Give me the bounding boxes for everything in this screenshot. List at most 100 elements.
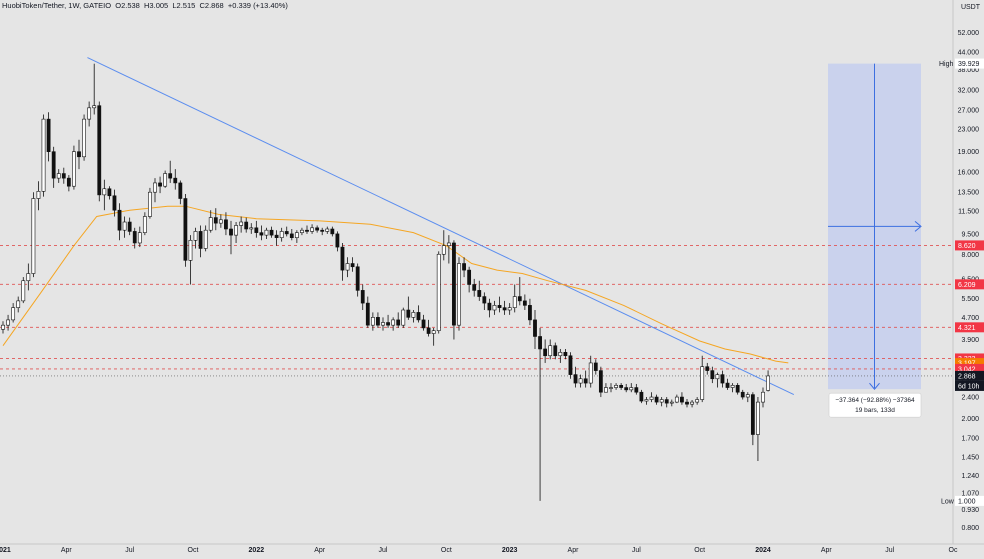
candle bbox=[462, 257, 466, 278]
candle-body bbox=[188, 239, 193, 261]
candle-body bbox=[517, 296, 522, 302]
x-tick-label: Jul bbox=[632, 547, 641, 554]
candle bbox=[132, 227, 137, 249]
candle bbox=[553, 342, 558, 360]
candle-body bbox=[178, 182, 183, 199]
high-label: High bbox=[939, 61, 954, 68]
candle bbox=[512, 284, 517, 313]
candle-body bbox=[700, 366, 705, 400]
candle bbox=[720, 370, 725, 388]
y-tick-label: 2.000 bbox=[961, 416, 979, 423]
candle bbox=[593, 359, 598, 375]
candle-body bbox=[203, 229, 208, 249]
candle bbox=[517, 277, 522, 306]
candle-body bbox=[740, 391, 745, 398]
candle-body bbox=[457, 263, 461, 326]
candle bbox=[360, 284, 365, 311]
candle-body bbox=[396, 319, 401, 326]
candle-body bbox=[411, 312, 416, 318]
candle-body bbox=[588, 362, 593, 384]
candle bbox=[97, 101, 102, 202]
candle-body bbox=[300, 229, 304, 233]
candle bbox=[92, 63, 97, 115]
x-tick-label: Oc bbox=[949, 547, 958, 554]
candle bbox=[634, 383, 639, 395]
candle-body bbox=[436, 253, 441, 331]
candle-body bbox=[158, 182, 162, 187]
candle bbox=[112, 189, 117, 217]
candle bbox=[163, 170, 168, 188]
candle-body bbox=[685, 401, 689, 405]
candle-body bbox=[31, 198, 36, 274]
candle-body bbox=[163, 173, 168, 187]
candle bbox=[66, 175, 71, 192]
price-label-bg bbox=[955, 240, 984, 251]
x-tick-label: Apr bbox=[821, 547, 833, 554]
candle bbox=[183, 193, 188, 267]
candle bbox=[102, 179, 107, 211]
candle-body bbox=[376, 317, 380, 326]
candle bbox=[406, 296, 411, 320]
candle-body bbox=[330, 228, 335, 235]
candle-body bbox=[117, 209, 122, 231]
candle-body bbox=[16, 300, 21, 308]
candle bbox=[654, 394, 659, 405]
candle-body bbox=[583, 378, 588, 384]
x-tick-label: Apr bbox=[568, 547, 580, 554]
candle-body bbox=[533, 319, 537, 337]
candle-body bbox=[97, 105, 102, 196]
candle bbox=[153, 178, 157, 203]
candle-body bbox=[441, 245, 446, 255]
candle bbox=[26, 263, 31, 291]
candle bbox=[345, 257, 350, 278]
candle bbox=[315, 225, 320, 233]
candle bbox=[355, 263, 360, 297]
candle-body bbox=[568, 355, 573, 375]
candle bbox=[254, 220, 259, 238]
x-tick-label: 2022 bbox=[249, 547, 265, 554]
low-value-bg bbox=[955, 495, 984, 506]
candle-body bbox=[153, 182, 157, 193]
candle-body bbox=[320, 229, 325, 232]
candle bbox=[350, 257, 355, 272]
candle-body bbox=[391, 319, 396, 326]
candle bbox=[320, 227, 325, 236]
candle-body bbox=[6, 319, 10, 326]
candle-body bbox=[548, 345, 553, 357]
candle-body bbox=[82, 118, 86, 158]
candle-body bbox=[512, 296, 517, 308]
candle bbox=[6, 314, 10, 331]
candle-body bbox=[142, 216, 147, 233]
candle bbox=[548, 339, 553, 360]
projection-arrowhead-right bbox=[914, 221, 922, 232]
y-tick-label: 4.700 bbox=[961, 315, 979, 322]
candle-body bbox=[452, 242, 456, 326]
candle-body bbox=[649, 396, 654, 400]
candle bbox=[305, 225, 309, 234]
candle bbox=[750, 392, 755, 446]
candle bbox=[761, 387, 765, 408]
candle-body bbox=[122, 221, 127, 231]
x-tick-label: 2021 bbox=[0, 547, 11, 554]
candle bbox=[370, 312, 375, 331]
candle bbox=[669, 399, 674, 407]
candle-body bbox=[730, 385, 735, 388]
candle-body bbox=[614, 385, 618, 388]
candle-body bbox=[487, 302, 492, 311]
candle-body bbox=[680, 396, 684, 403]
candle-body bbox=[310, 227, 314, 232]
x-tick-label: Apr bbox=[314, 547, 326, 554]
countdown-bg bbox=[955, 380, 984, 391]
candle bbox=[502, 300, 507, 315]
y-tick-label: 1.070 bbox=[961, 490, 979, 497]
candle bbox=[87, 101, 92, 127]
candle bbox=[685, 399, 689, 408]
candle-body bbox=[148, 191, 152, 217]
candle-body bbox=[269, 229, 274, 236]
candle bbox=[198, 225, 203, 258]
candle bbox=[730, 383, 735, 393]
candle-body bbox=[56, 173, 61, 179]
candle bbox=[619, 383, 624, 390]
